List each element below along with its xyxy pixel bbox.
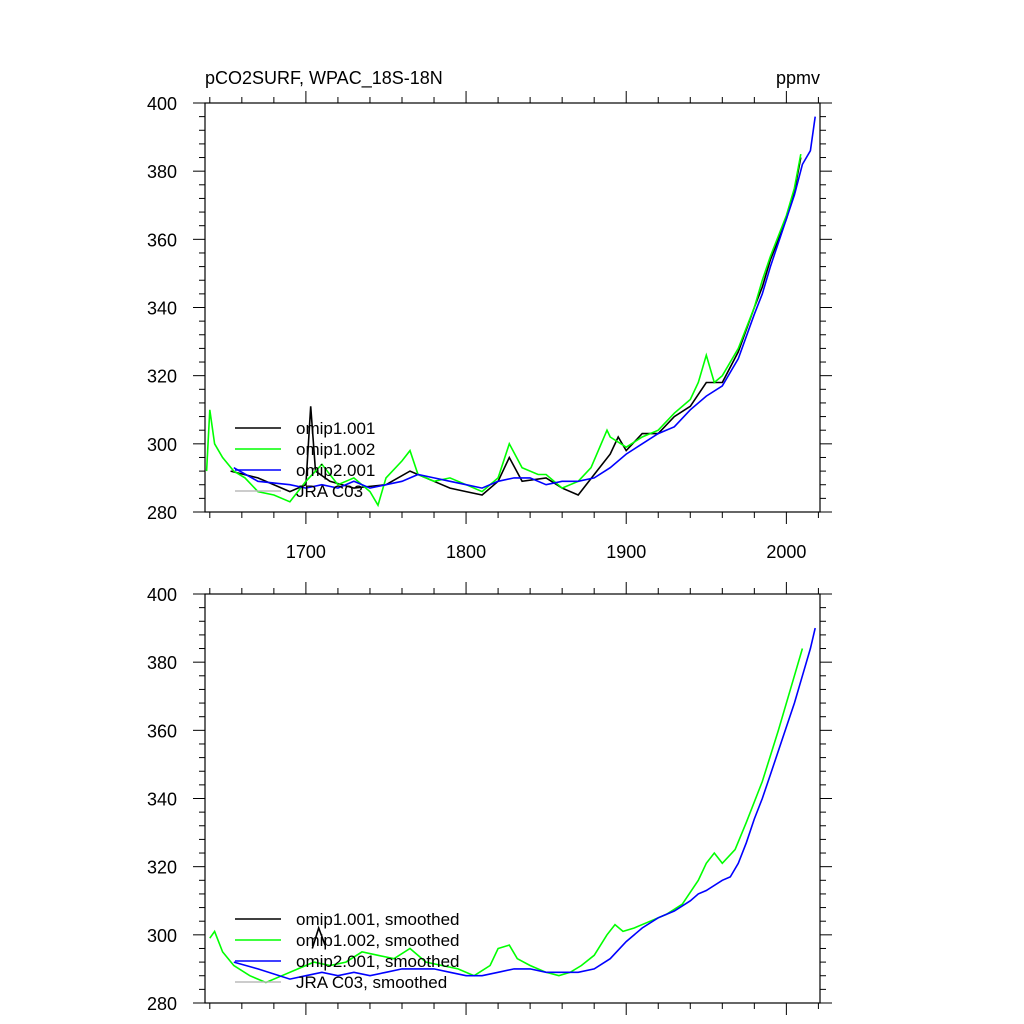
top-legend-label-2: omip1.002 xyxy=(296,440,375,459)
bottom-ytick-label: 300 xyxy=(147,926,177,946)
top-xtick-label: 1800 xyxy=(446,542,486,562)
bottom-panel: 280 300 320 340 360 380 400 omip1.001, smoothe… xyxy=(147,582,832,1015)
top-xtick-label: 1900 xyxy=(606,542,646,562)
top-xtick-label: 1700 xyxy=(286,542,326,562)
bottom-ytick-label: 280 xyxy=(147,994,177,1014)
top-ytick-label: 340 xyxy=(147,299,177,319)
top-legend-label-3: omip2.001 xyxy=(296,461,375,480)
top-xtick-label: 2000 xyxy=(766,542,806,562)
bottom-legend: omip1.001, smoothed omip1.002, smoothed om… xyxy=(235,910,460,992)
top-series-group xyxy=(205,116,816,508)
top-ytick-label: 320 xyxy=(147,367,177,387)
top-legend: omip1.001 omip1.002 omip2.001 JRA C03 xyxy=(235,419,375,501)
bottom-legend-label-1: omip1.001, smoothed xyxy=(296,910,460,929)
bottom-ytick-label: 380 xyxy=(147,653,177,673)
top-panel-title: pCO2SURF, WPAC_18S-18N xyxy=(205,68,443,89)
bottom-legend-label-4: JRA C03, smoothed xyxy=(296,973,447,992)
top-ytick-label: 280 xyxy=(147,503,177,523)
bottom-ytick-label: 400 xyxy=(147,585,177,605)
bottom-series-line-2 xyxy=(209,648,804,984)
bottom-ytick-label: 320 xyxy=(147,858,177,878)
bottom-series-line-1 xyxy=(311,925,326,949)
top-panel-units: ppmv xyxy=(776,68,820,88)
top-ytick-label: 380 xyxy=(147,162,177,182)
top-legend-label-4: JRA C03 xyxy=(296,482,363,501)
top-ytick-label: 400 xyxy=(147,94,177,114)
top-legend-label-1: omip1.001 xyxy=(296,419,375,438)
bottom-series-line-3 xyxy=(233,627,816,980)
top-axes: 280 300 320 340 360 380 400 1700 1800 1900 2000 xyxy=(147,91,832,562)
top-series-line-2 xyxy=(205,153,802,508)
top-ytick-label: 360 xyxy=(147,230,177,250)
top-ytick-label: 300 xyxy=(147,435,177,455)
bottom-axes: 280 300 320 340 360 380 400 xyxy=(147,582,832,1015)
bottom-series-group xyxy=(209,627,816,984)
top-series-line-3 xyxy=(233,116,816,489)
bottom-legend-label-3: omip2.001, smoothed xyxy=(296,952,460,971)
bottom-ytick-label: 360 xyxy=(147,721,177,741)
bottom-ytick-label: 340 xyxy=(147,790,177,810)
top-panel: pCO2SURF, WPAC_18S-18N ppmv 280 300 320 340… xyxy=(147,68,832,562)
bottom-legend-label-2: omip1.002, smoothed xyxy=(296,931,460,950)
